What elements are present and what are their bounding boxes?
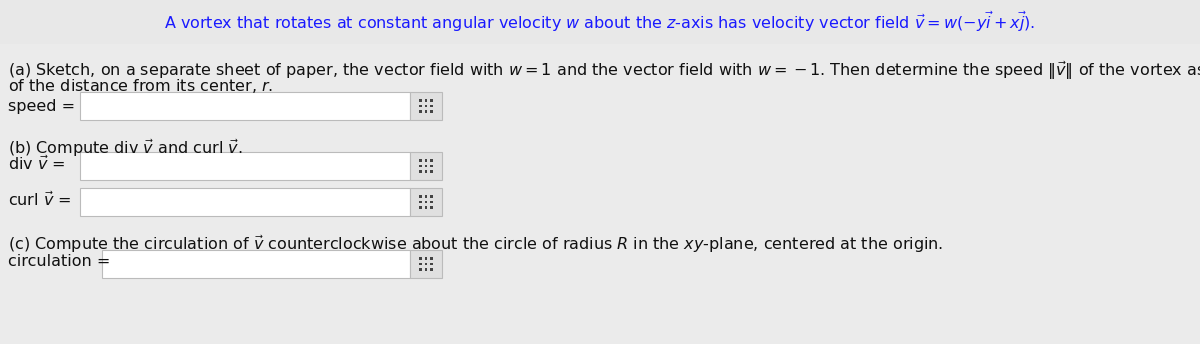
- Text: circulation =: circulation =: [8, 255, 110, 269]
- Bar: [410, 92, 442, 120]
- Bar: [410, 188, 442, 216]
- Text: (a) Sketch, on a separate sheet of paper, the vector field with $w = 1$ and the : (a) Sketch, on a separate sheet of paper…: [8, 60, 1200, 82]
- Bar: [102, 250, 410, 278]
- Bar: [430, 201, 433, 203]
- Bar: [425, 159, 427, 162]
- Bar: [419, 159, 422, 162]
- Bar: [419, 206, 422, 209]
- Bar: [425, 257, 427, 260]
- Bar: [430, 105, 433, 107]
- Bar: [419, 257, 422, 260]
- Text: (c) Compute the circulation of $\vec{v}$ counterclockwise about the circle of ra: (c) Compute the circulation of $\vec{v}$…: [8, 234, 943, 255]
- Text: A vortex that rotates at constant angular velocity $w$ about the $z$-axis has ve: A vortex that rotates at constant angula…: [164, 10, 1036, 34]
- Text: curl $\vec{v}$ =: curl $\vec{v}$ =: [8, 191, 71, 209]
- Bar: [430, 262, 433, 266]
- Bar: [425, 110, 427, 113]
- Text: of the distance from its center, $r$.: of the distance from its center, $r$.: [8, 77, 274, 95]
- Bar: [430, 257, 433, 260]
- Text: div $\vec{v}$ =: div $\vec{v}$ =: [8, 155, 66, 173]
- Bar: [430, 99, 433, 102]
- Bar: [425, 206, 427, 209]
- Bar: [419, 110, 422, 113]
- Bar: [80, 188, 410, 216]
- Bar: [430, 164, 433, 168]
- Bar: [419, 170, 422, 173]
- Bar: [419, 201, 422, 203]
- Bar: [80, 92, 410, 120]
- Bar: [410, 152, 442, 180]
- Bar: [430, 195, 433, 198]
- Text: (b) Compute div $\vec{v}$ and curl $\vec{v}$.: (b) Compute div $\vec{v}$ and curl $\vec…: [8, 138, 242, 159]
- Bar: [425, 170, 427, 173]
- Bar: [425, 99, 427, 102]
- Bar: [425, 195, 427, 198]
- Bar: [425, 268, 427, 271]
- Bar: [419, 99, 422, 102]
- Text: speed =: speed =: [8, 98, 76, 114]
- Bar: [425, 262, 427, 266]
- Bar: [430, 170, 433, 173]
- Bar: [419, 195, 422, 198]
- Bar: [425, 164, 427, 168]
- Bar: [430, 268, 433, 271]
- Bar: [425, 105, 427, 107]
- Bar: [419, 164, 422, 168]
- Bar: [80, 152, 410, 180]
- Bar: [419, 268, 422, 271]
- Bar: [430, 159, 433, 162]
- Bar: [0, 44, 1200, 344]
- Bar: [419, 105, 422, 107]
- Bar: [0, 0, 1200, 44]
- Bar: [419, 262, 422, 266]
- Bar: [410, 250, 442, 278]
- Bar: [425, 201, 427, 203]
- Bar: [430, 206, 433, 209]
- Bar: [430, 110, 433, 113]
